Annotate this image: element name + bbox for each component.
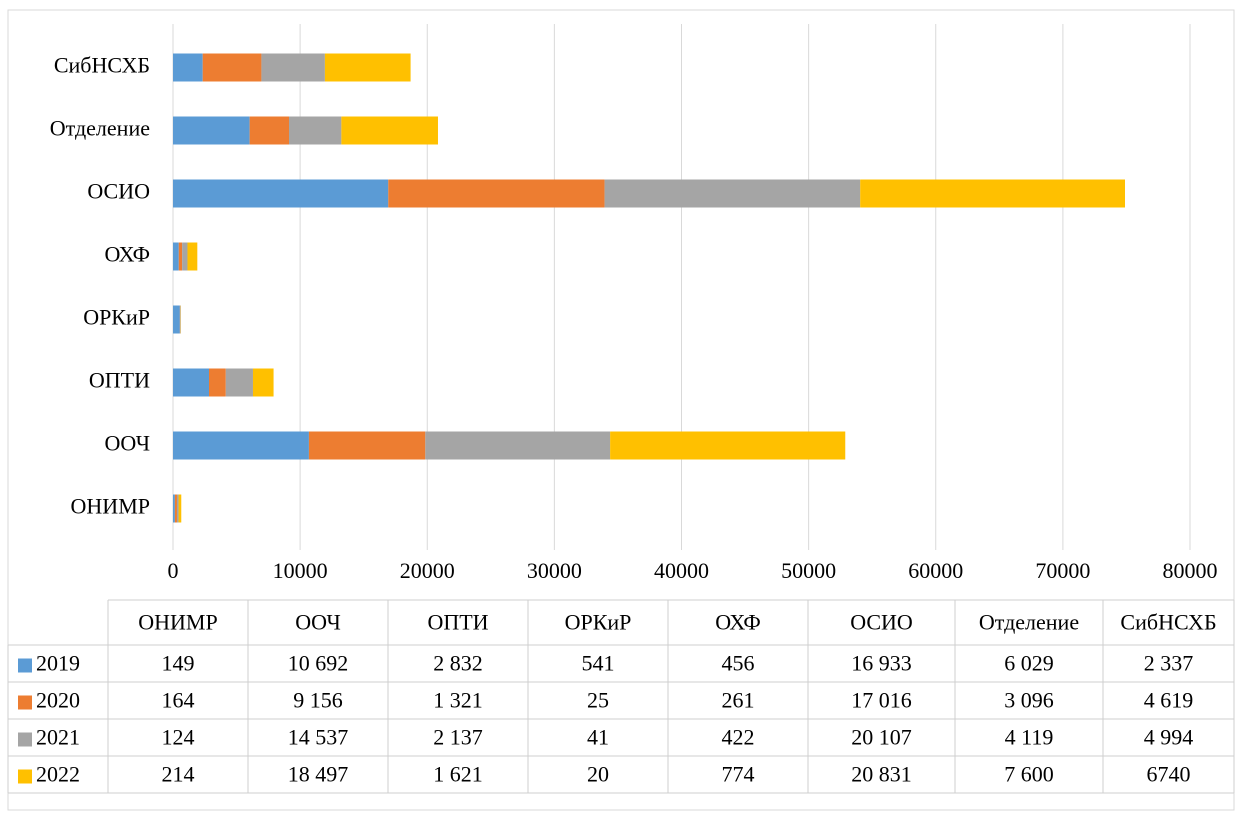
bar-segment [180, 305, 181, 334]
table-cell: 149 [162, 651, 195, 676]
table-cell: 124 [162, 725, 195, 750]
bar-segment [249, 116, 290, 145]
table-header: ОНИМР [138, 610, 217, 635]
bar-segment [341, 116, 438, 145]
x-tick-label: 0 [168, 558, 179, 583]
table-cell: 10 692 [288, 651, 349, 676]
x-tick-label: 30000 [527, 558, 582, 583]
table-cell: 4 994 [1144, 725, 1194, 750]
legend-label: 2021 [36, 725, 80, 750]
bar-segment [173, 494, 175, 523]
table-cell: 20 [587, 762, 609, 787]
table-cell: 14 537 [288, 725, 349, 750]
table-cell: 25 [587, 688, 609, 713]
bar-segment [860, 179, 1126, 208]
table-cell: 261 [722, 688, 755, 713]
table-cell: 774 [722, 762, 755, 787]
bar-segment [252, 368, 274, 397]
legend-swatch [18, 769, 32, 784]
table-cell: 4 119 [1005, 725, 1054, 750]
table-header: Отделение [979, 610, 1079, 635]
x-tick-label: 70000 [1035, 558, 1090, 583]
table-cell: 1 321 [433, 688, 483, 713]
y-tick-label: ОПТИ [89, 368, 150, 393]
legend-label: 2022 [36, 762, 80, 787]
table-header: ОПТИ [427, 610, 488, 635]
legend-label: 2020 [36, 688, 80, 713]
legend-swatch [18, 658, 32, 673]
bar-segment [225, 368, 253, 397]
bar-segment [173, 368, 210, 397]
bar-segment [261, 53, 325, 82]
bar-segment [388, 179, 605, 208]
table-cell: 456 [722, 651, 755, 676]
bar-segment [289, 116, 342, 145]
table-cell: 17 016 [851, 688, 912, 713]
table-cell: 20 107 [851, 725, 912, 750]
chart-border [7, 9, 1235, 811]
bar-segment [610, 431, 846, 460]
table-cell: 4 619 [1144, 688, 1194, 713]
bar-segment [173, 242, 179, 271]
bar-segment [604, 179, 861, 208]
table-cell: 2 832 [433, 651, 483, 676]
bar-segment [174, 494, 177, 523]
bar-segment [324, 53, 411, 82]
bar-segment [209, 368, 226, 397]
bar-segment [202, 53, 262, 82]
table-header: ОХФ [715, 610, 761, 635]
bar-segment [182, 242, 188, 271]
y-tick-label: ООЧ [104, 431, 150, 456]
legend-label: 2019 [36, 651, 80, 676]
x-tick-label: 10000 [273, 558, 328, 583]
bar-segment [173, 116, 250, 145]
table-header: ОРКиР [565, 610, 632, 635]
y-tick-label: Отделение [50, 116, 150, 141]
table-cell: 422 [722, 725, 755, 750]
table-cell: 541 [582, 651, 615, 676]
table-cell: 7 600 [1004, 762, 1054, 787]
bar-segment [178, 242, 183, 271]
table-header: ОСИО [850, 610, 913, 635]
table-cell: 2 337 [1144, 651, 1194, 676]
y-tick-label: ОРКиР [83, 305, 150, 330]
x-tick-label: 80000 [1163, 558, 1218, 583]
y-tick-label: ОСИО [87, 179, 150, 204]
table-cell: 164 [162, 688, 195, 713]
y-tick-label: ОХФ [104, 242, 150, 267]
y-tick-label: ОНИМР [71, 494, 150, 519]
table-cell: 18 497 [288, 762, 349, 787]
table-header: СибНСХБ [1120, 610, 1216, 635]
table-cell: 20 831 [851, 762, 912, 787]
bar-segment [173, 53, 203, 82]
y-tick-label: СибНСХБ [54, 53, 150, 78]
bar-segment [176, 494, 179, 523]
table-header: ООЧ [295, 610, 341, 635]
x-tick-label: 60000 [908, 558, 963, 583]
bar-segment [178, 494, 182, 523]
legend-swatch [18, 695, 32, 710]
bar-segment [425, 431, 611, 460]
table-cell: 6 029 [1004, 651, 1054, 676]
bar-segment [173, 431, 309, 460]
bar-segment [173, 179, 389, 208]
table-cell: 1 621 [433, 762, 483, 787]
bar-segment [173, 305, 180, 334]
table-cell: 3 096 [1004, 688, 1054, 713]
bar-segment [187, 242, 198, 271]
table-cell: 41 [587, 725, 609, 750]
table-cell: 6740 [1147, 762, 1191, 787]
legend-swatch [18, 732, 32, 747]
bar-segment [308, 431, 426, 460]
x-tick-label: 20000 [400, 558, 455, 583]
table-cell: 214 [162, 762, 195, 787]
table-cell: 16 933 [851, 651, 912, 676]
x-tick-label: 40000 [654, 558, 709, 583]
x-tick-label: 50000 [781, 558, 836, 583]
table-cell: 2 137 [433, 725, 483, 750]
table-cell: 9 156 [293, 688, 343, 713]
